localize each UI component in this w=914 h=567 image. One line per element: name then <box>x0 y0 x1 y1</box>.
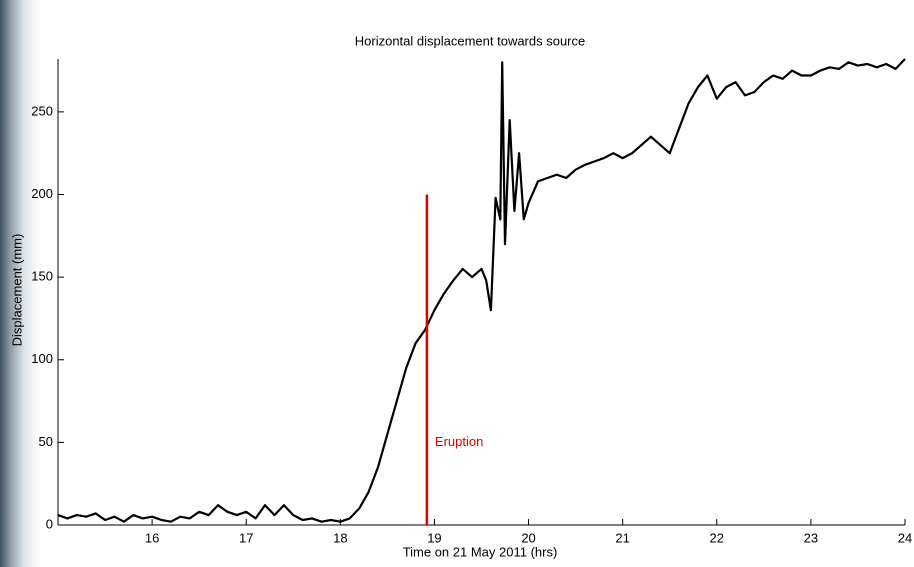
x-tick-label: 22 <box>710 530 724 545</box>
x-tick-label: 21 <box>615 530 629 545</box>
x-tick-label: 16 <box>145 530 159 545</box>
x-tick-label: 17 <box>239 530 253 545</box>
y-tick-label: 50 <box>39 434 53 449</box>
y-tick-label: 250 <box>31 103 53 118</box>
y-tick-label: 150 <box>31 269 53 284</box>
x-tick-label: 19 <box>427 530 441 545</box>
y-axis-label: Displacement (mm) <box>9 234 24 347</box>
x-axis-label: Time on 21 May 2011 (hrs) <box>403 544 558 559</box>
x-tick-label: 20 <box>521 530 535 545</box>
y-tick-label: 100 <box>31 351 53 366</box>
annotation: Eruption <box>435 434 483 449</box>
x-tick-label: 18 <box>333 530 347 545</box>
y-tick-label: 200 <box>31 186 53 201</box>
data-line <box>57 58 906 523</box>
x-tick-label: 24 <box>898 530 912 545</box>
chart-title: Horizontal displacement towards source <box>355 33 586 48</box>
x-tick-label: 23 <box>804 530 818 545</box>
y-tick-label: 0 <box>46 516 53 531</box>
